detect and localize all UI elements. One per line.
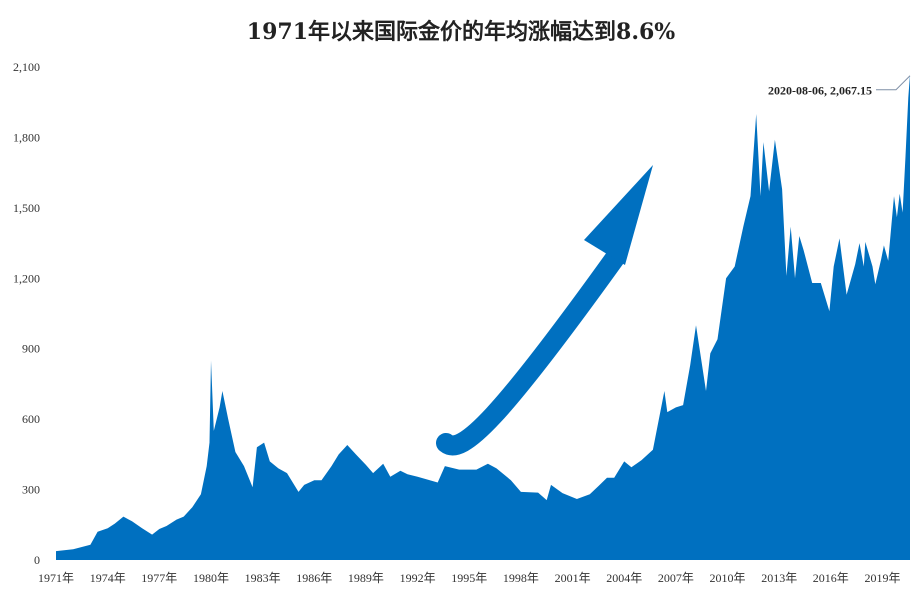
x-tick-label: 1986年 [296,571,332,585]
y-tick-label: 300 [22,483,40,497]
annotation-leader-line [876,75,911,91]
x-tick-label: 2001年 [555,571,591,585]
x-tick-label: 1971年 [38,571,74,585]
y-tick-label: 1,500 [13,201,40,215]
y-tick-label: 600 [22,412,40,426]
x-tick-label: 1995年 [451,571,487,585]
x-tick-label: 2019年 [864,571,900,585]
y-axis: 0 300 600 900 1,200 1,500 1,800 2,100 [13,60,40,567]
x-tick-label: 1989年 [348,571,384,585]
chart-title: 1971年以来国际金价的年均涨幅达到8.6% [246,19,676,45]
x-tick-label: 1977年 [141,571,177,585]
annotation-layer: 2020-08-06, 2,067.15 [768,75,911,98]
x-tick-label: 1980年 [193,571,229,585]
y-tick-label: 0 [34,553,40,567]
y-tick-label: 2,100 [13,60,40,74]
x-tick-label: 1998年 [503,571,539,585]
x-tick-label: 1983年 [245,571,281,585]
trend-arrow-head [584,165,653,265]
x-tick-label: 2004年 [606,571,642,585]
y-tick-label: 900 [22,342,40,356]
area-layer [56,74,910,560]
y-tick-label: 1,800 [13,130,40,144]
y-tick-label: 1,200 [13,271,40,285]
trend-arrow-shaft [436,248,625,456]
x-tick-label: 1974年 [90,571,126,585]
x-tick-label: 2007年 [658,571,694,585]
x-tick-label: 2010年 [709,571,745,585]
x-tick-label: 2013年 [761,571,797,585]
x-axis: 1971年 1974年 1977年 1980年 1983年 1986年 1989年 1992年… [38,571,901,585]
x-tick-label: 2016年 [813,571,849,585]
peak-annotation-label: 2020-08-06, 2,067.15 [768,84,872,98]
gold-price-area-0 [56,74,910,560]
trend-arrow [436,165,653,456]
x-tick-label: 1992年 [400,571,436,585]
